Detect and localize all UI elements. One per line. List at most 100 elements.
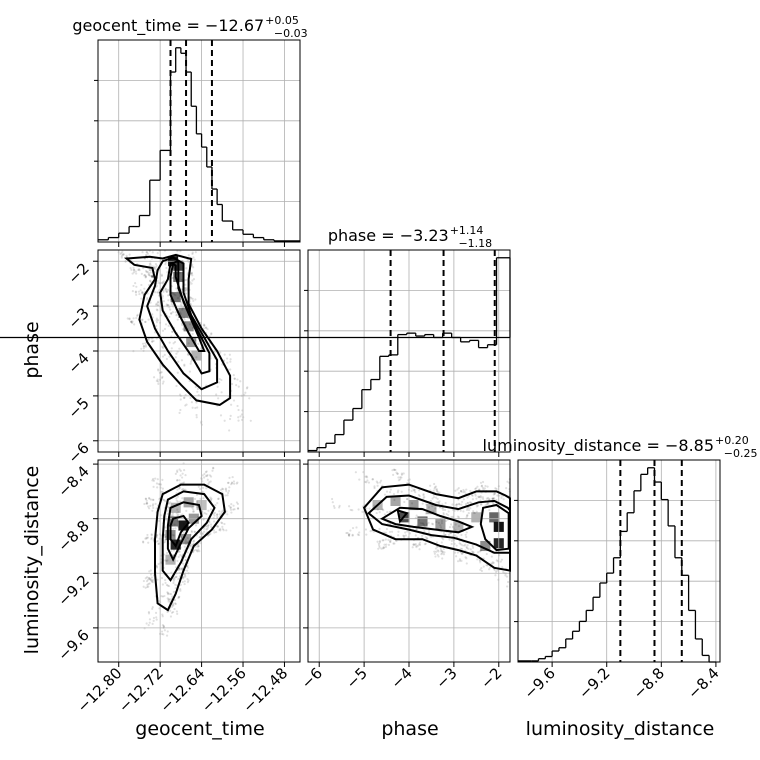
sample-point-geocent-time-vs-luminosity-distance-331	[191, 506, 194, 509]
sample-point-geocent-time-vs-phase-249	[149, 271, 152, 274]
sample-point-geocent-time-vs-luminosity-distance-258	[176, 500, 180, 503]
sample-point-phase-vs-luminosity-distance-586	[456, 560, 460, 563]
sample-point-geocent-time-vs-luminosity-distance-423	[176, 488, 179, 491]
sample-point-phase-vs-luminosity-distance-223	[332, 504, 336, 508]
sample-point-geocent-time-vs-phase-164	[239, 415, 242, 418]
sample-point-phase-vs-luminosity-distance-215	[448, 526, 452, 529]
sample-point-phase-vs-luminosity-distance-634	[500, 496, 503, 499]
sample-point-phase-vs-luminosity-distance-52	[427, 521, 430, 524]
sample-point-phase-vs-luminosity-distance-102	[365, 507, 368, 510]
sample-point-geocent-time-vs-luminosity-distance-146	[157, 562, 160, 566]
sample-point-geocent-time-vs-phase-300	[206, 328, 209, 331]
sample-point-geocent-time-vs-luminosity-distance-4	[221, 525, 224, 528]
sample-point-phase-vs-luminosity-distance-464	[471, 550, 474, 553]
sample-point-geocent-time-vs-luminosity-distance-556	[177, 596, 180, 600]
sample-point-phase-vs-luminosity-distance-19	[422, 523, 426, 526]
sample-point-geocent-time-vs-luminosity-distance-416	[151, 504, 154, 507]
sample-point-phase-vs-luminosity-distance-386	[388, 491, 392, 494]
sample-point-geocent-time-vs-phase-140	[186, 353, 190, 356]
sample-point-geocent-time-vs-luminosity-distance-630	[209, 496, 212, 499]
sample-point-geocent-time-vs-phase-378	[156, 252, 159, 255]
sample-point-phase-vs-luminosity-distance-641	[483, 487, 486, 490]
sample-point-phase-vs-luminosity-distance-75	[442, 547, 445, 551]
sample-point-geocent-time-vs-phase-468	[151, 275, 154, 279]
sample-point-geocent-time-vs-luminosity-distance-318	[205, 512, 208, 516]
sample-point-geocent-time-vs-phase-186	[132, 269, 136, 272]
sample-point-geocent-time-vs-luminosity-distance-383	[157, 542, 160, 546]
sample-point-phase-vs-luminosity-distance-163	[406, 530, 409, 533]
sample-point-geocent-time-vs-luminosity-distance-252	[236, 481, 239, 484]
sample-point-geocent-time-vs-phase-539	[151, 313, 154, 316]
xtick-label-phase-1: −5	[343, 664, 371, 692]
density-cell-phase-vs-luminosity-distance-3	[426, 504, 437, 515]
sample-point-phase-vs-luminosity-distance-18	[457, 502, 461, 505]
xtick-label-geocent-time-0: −12.80	[74, 664, 126, 716]
sample-point-geocent-time-vs-phase-431	[171, 292, 174, 295]
sample-point-phase-vs-luminosity-distance-590	[444, 533, 447, 537]
sample-point-geocent-time-vs-phase-630	[189, 296, 192, 299]
sample-point-phase-vs-luminosity-distance-372	[464, 533, 467, 536]
sample-point-geocent-time-vs-phase-195	[160, 281, 163, 285]
xtick-label-phase-4: −2	[477, 664, 505, 692]
sample-point-geocent-time-vs-luminosity-distance-587	[187, 566, 190, 569]
sample-point-geocent-time-vs-luminosity-distance-343	[165, 559, 168, 563]
sample-point-phase-vs-luminosity-distance-286	[459, 547, 462, 550]
sample-point-phase-vs-luminosity-distance-120	[465, 508, 469, 512]
sample-point-phase-vs-luminosity-distance-219	[474, 494, 477, 497]
sample-point-geocent-time-vs-luminosity-distance-302	[183, 580, 186, 583]
sample-point-phase-vs-luminosity-distance-411	[491, 562, 494, 565]
sample-point-geocent-time-vs-luminosity-distance-5	[201, 474, 204, 477]
sample-point-phase-vs-luminosity-distance-531	[478, 550, 482, 553]
sample-point-geocent-time-vs-luminosity-distance-21	[142, 579, 145, 583]
sample-point-geocent-time-vs-luminosity-distance-534	[182, 575, 185, 579]
sample-point-geocent-time-vs-phase-174	[131, 320, 134, 323]
sample-point-geocent-time-vs-phase-280	[189, 362, 192, 365]
sample-point-geocent-time-vs-luminosity-distance-170	[224, 488, 227, 491]
sample-point-geocent-time-vs-phase-362	[237, 408, 240, 412]
sample-point-geocent-time-vs-luminosity-distance-66	[174, 527, 177, 530]
sample-point-geocent-time-vs-phase-257	[169, 308, 172, 311]
sample-point-phase-vs-luminosity-distance-431	[403, 534, 406, 538]
sample-point-geocent-time-vs-luminosity-distance-593	[212, 520, 216, 523]
sample-point-phase-vs-luminosity-distance-195	[478, 559, 482, 563]
sample-point-geocent-time-vs-luminosity-distance-34	[173, 598, 177, 602]
sample-point-geocent-time-vs-phase-45	[179, 311, 182, 314]
sample-point-geocent-time-vs-luminosity-distance-181	[208, 533, 211, 536]
sample-point-geocent-time-vs-phase-59	[149, 279, 152, 282]
sample-point-geocent-time-vs-luminosity-distance-73	[165, 583, 168, 587]
sample-point-geocent-time-vs-phase-492	[161, 329, 165, 332]
sample-point-geocent-time-vs-phase-54	[147, 338, 150, 341]
sample-point-geocent-time-vs-phase-609	[175, 384, 178, 388]
sample-point-phase-vs-luminosity-distance-60	[376, 481, 379, 485]
sample-point-geocent-time-vs-luminosity-distance-563	[147, 507, 151, 510]
sample-point-phase-vs-luminosity-distance-344	[494, 487, 497, 490]
sample-point-phase-vs-luminosity-distance-143	[471, 551, 474, 554]
sample-point-geocent-time-vs-luminosity-distance-391	[222, 529, 225, 532]
sample-point-phase-vs-luminosity-distance-390	[479, 494, 482, 498]
sample-point-geocent-time-vs-phase-444	[162, 290, 165, 293]
sample-point-phase-vs-luminosity-distance-193	[368, 507, 371, 510]
sample-point-geocent-time-vs-phase-101	[155, 302, 158, 305]
sample-point-geocent-time-vs-phase-373	[174, 356, 177, 359]
sample-point-geocent-time-vs-luminosity-distance-436	[150, 576, 153, 579]
sample-point-geocent-time-vs-phase-586	[129, 266, 132, 270]
sample-point-phase-vs-luminosity-distance-57	[413, 489, 416, 492]
sample-point-geocent-time-vs-luminosity-distance-613	[151, 479, 154, 482]
sample-point-geocent-time-vs-luminosity-distance-183	[160, 632, 164, 636]
sample-point-geocent-time-vs-luminosity-distance-640	[179, 583, 182, 586]
sample-point-phase-vs-luminosity-distance-191	[437, 550, 440, 553]
sample-point-phase-vs-luminosity-distance-207	[427, 531, 431, 534]
sample-point-phase-vs-luminosity-distance-500	[475, 505, 478, 508]
sample-point-geocent-time-vs-luminosity-distance-579	[184, 559, 187, 562]
ytick-label-luminosity-distance-3: −8.4	[54, 462, 92, 500]
sample-point-geocent-time-vs-luminosity-distance-175	[174, 472, 177, 475]
sample-point-geocent-time-vs-phase-618	[168, 341, 171, 344]
sample-point-phase-vs-luminosity-distance-137	[400, 490, 403, 493]
sample-point-geocent-time-vs-luminosity-distance-489	[198, 550, 201, 553]
sample-point-geocent-time-vs-phase-438	[140, 347, 143, 350]
sample-point-geocent-time-vs-phase-635	[137, 268, 141, 271]
sample-point-geocent-time-vs-luminosity-distance-244	[158, 519, 161, 523]
sample-point-geocent-time-vs-luminosity-distance-627	[215, 530, 218, 534]
sample-point-phase-vs-luminosity-distance-268	[435, 496, 438, 499]
sample-point-phase-vs-luminosity-distance-546	[431, 505, 434, 508]
